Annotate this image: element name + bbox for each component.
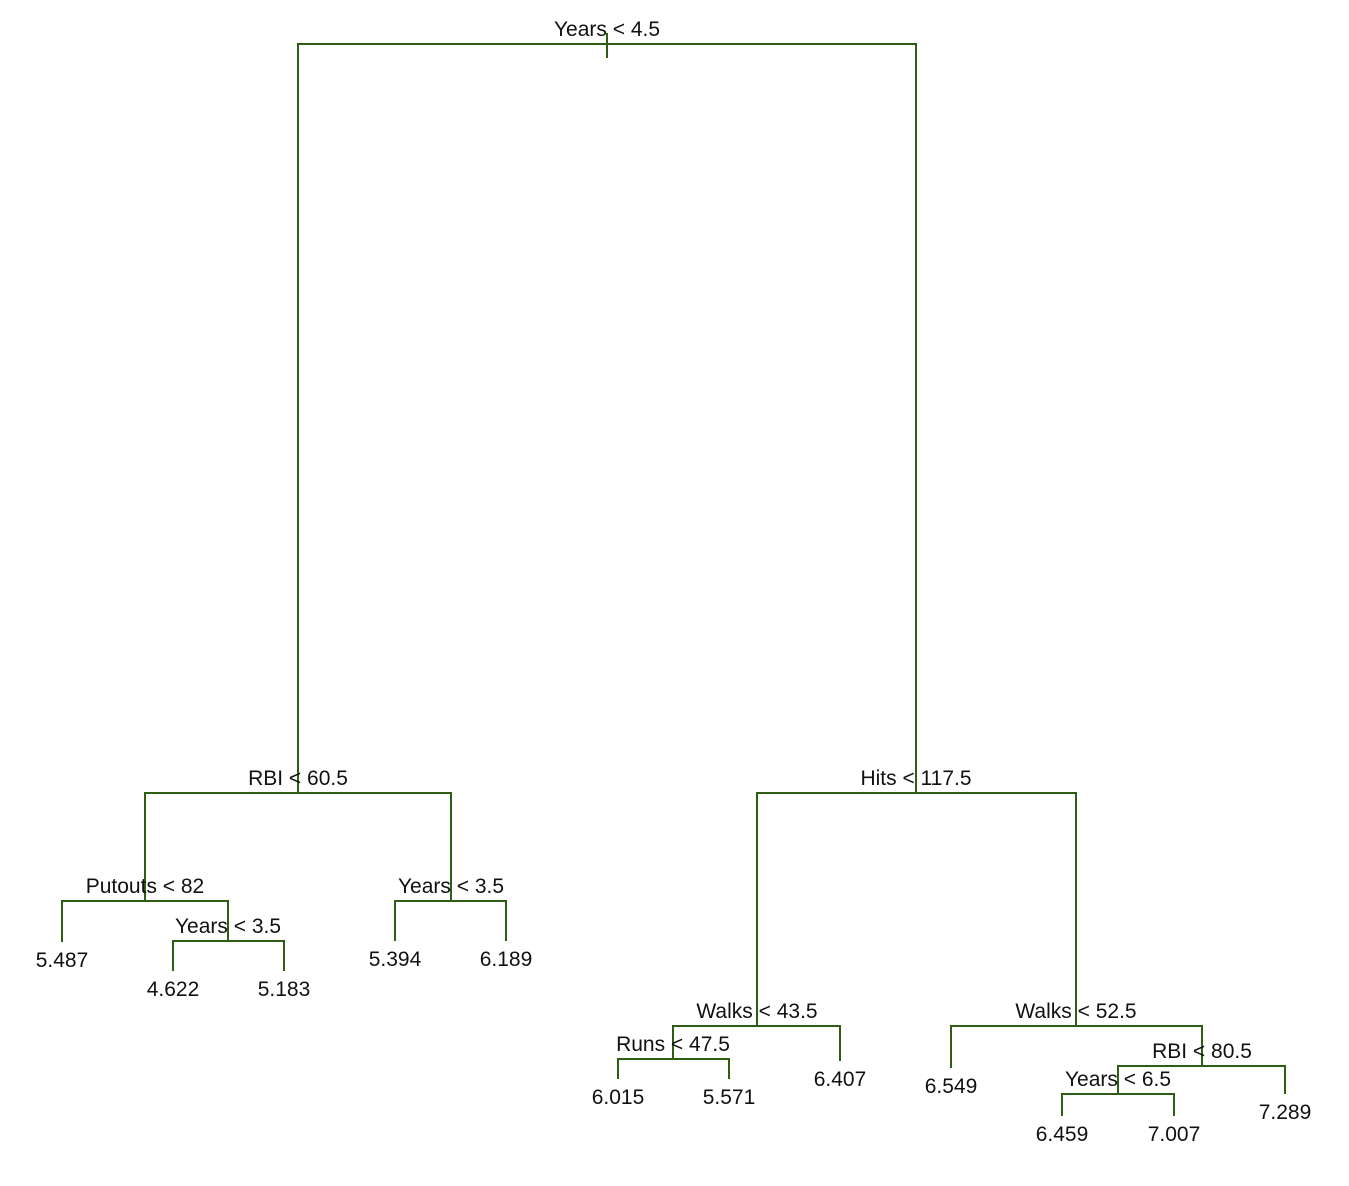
- leaf-value-4-622: 4.622: [147, 978, 200, 1001]
- split-label-runs-47-5: Runs < 47.5: [616, 1033, 730, 1056]
- split-label-years-4-5: Years < 4.5: [554, 18, 660, 41]
- leaf-value-5-571: 5.571: [703, 1086, 756, 1109]
- leaf-value-7-289: 7.289: [1259, 1101, 1312, 1124]
- split-label-years-6-5: Years < 6.5: [1065, 1068, 1171, 1091]
- leaf-value-6-189: 6.189: [480, 948, 533, 971]
- split-label-rbi-60-5: RBI < 60.5: [248, 767, 348, 790]
- leaf-value-6-459: 6.459: [1036, 1123, 1089, 1146]
- split-label-walks-52-5: Walks < 52.5: [1015, 1000, 1136, 1023]
- split-label-rbi-80-5: RBI < 80.5: [1152, 1040, 1252, 1063]
- split-label-hits-117-5: Hits < 117.5: [860, 767, 971, 790]
- leaf-value-6-407: 6.407: [814, 1068, 867, 1091]
- split-label-walks-43-5: Walks < 43.5: [696, 1000, 817, 1023]
- leaf-value-5-487: 5.487: [36, 949, 89, 972]
- leaf-value-5-394: 5.394: [369, 948, 422, 971]
- leaf-value-7-007: 7.007: [1148, 1123, 1201, 1146]
- split-label-putouts-82: Putouts < 82: [86, 875, 205, 898]
- leaf-value-6-015: 6.015: [592, 1086, 645, 1109]
- split-label-years-3-5: Years < 3.5: [175, 915, 281, 938]
- leaf-value-5-183: 5.183: [258, 978, 311, 1001]
- split-label-years-3-5: Years < 3.5: [398, 875, 504, 898]
- leaf-value-6-549: 6.549: [925, 1075, 978, 1098]
